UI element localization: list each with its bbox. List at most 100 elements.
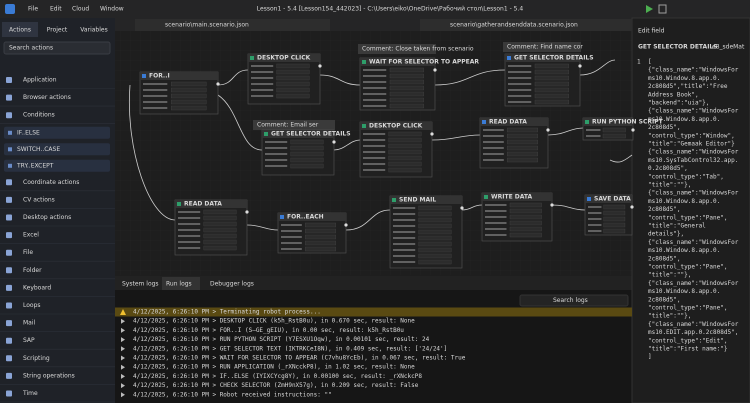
sidebar-tab[interactable]: Project xyxy=(47,27,68,34)
code-line: "backend":"uia"}, xyxy=(648,100,709,107)
node-field xyxy=(507,157,539,163)
item-icon xyxy=(6,112,12,119)
canvas-tab-label[interactable]: scenario\gatherandsenddata.scenario.json xyxy=(450,22,578,29)
node-field xyxy=(509,220,542,226)
sidebar-item[interactable]: Loops xyxy=(23,302,41,309)
sub-item-bg[interactable] xyxy=(4,126,110,139)
item-icon xyxy=(6,179,12,186)
sub-item[interactable]: SWITCH..CASE xyxy=(17,146,60,153)
node-port xyxy=(332,140,336,144)
node-header xyxy=(583,118,633,126)
sidebar-item[interactable]: Application xyxy=(23,77,57,84)
node-field xyxy=(507,151,539,157)
log-tab[interactable]: System logs xyxy=(122,281,159,288)
canvas-tab[interactable] xyxy=(135,19,330,31)
node-field xyxy=(388,149,422,155)
node-field xyxy=(418,229,452,235)
sidebar-item[interactable]: File xyxy=(23,249,33,256)
node-field xyxy=(170,81,207,87)
info-icon xyxy=(121,373,125,379)
sidebar-item[interactable]: Mail xyxy=(23,320,36,327)
sidebar-item[interactable]: SAP xyxy=(23,337,35,344)
sidebar-item[interactable]: Desktop actions xyxy=(23,214,71,221)
log-tab[interactable]: Debugger logs xyxy=(210,281,254,288)
code-line: "title":""}, xyxy=(648,313,691,320)
search-box[interactable] xyxy=(3,41,111,55)
log-line: 4/12/2025, 6:26:10 PM > Robot received i… xyxy=(133,391,332,398)
code-line: ] xyxy=(648,354,652,361)
sub-item-icon xyxy=(8,163,12,168)
node-field xyxy=(534,75,569,81)
comment-text: Comment: Email ser xyxy=(257,122,319,129)
node-field xyxy=(203,245,237,251)
node-header xyxy=(360,58,435,66)
menu-item[interactable]: Window xyxy=(100,6,124,13)
node-field xyxy=(290,145,324,151)
menu-item[interactable]: Edit xyxy=(50,6,62,13)
node-field xyxy=(305,240,337,246)
sidebar-item[interactable]: Excel xyxy=(23,232,39,239)
node-field xyxy=(507,139,539,145)
node-icon xyxy=(264,132,268,136)
node-field xyxy=(509,202,542,208)
sidebar-item[interactable]: Conditions xyxy=(23,112,55,119)
node-port xyxy=(344,223,348,227)
info-icon xyxy=(121,346,125,352)
node-port xyxy=(245,210,249,214)
node-field xyxy=(388,137,422,143)
item-icon xyxy=(6,77,12,83)
sidebar-item[interactable]: Folder xyxy=(23,267,42,274)
sub-item[interactable]: IF..ELSE xyxy=(17,129,40,136)
sidebar-item[interactable]: Coordinate actions xyxy=(23,179,79,186)
run-button[interactable] xyxy=(646,5,653,13)
code-line: "title":"Gemaak Editor"} xyxy=(648,141,735,148)
node-field xyxy=(418,259,452,265)
code-line: 0.2c808d5", xyxy=(648,165,688,172)
log-line: 4/12/2025, 6:26:10 PM > Terminating robo… xyxy=(133,309,321,316)
node-port xyxy=(578,64,582,68)
info-icon xyxy=(121,355,125,361)
menu-item[interactable]: File xyxy=(28,6,38,13)
canvas-tab-label[interactable]: scenario\main.scenario.json xyxy=(165,22,249,29)
node-title: DESKTOP CLICK xyxy=(369,123,423,130)
sub-item-bg[interactable] xyxy=(4,159,110,172)
node-field xyxy=(203,215,237,221)
node-field xyxy=(602,133,626,139)
code-line: ms10.SysTabControl32.app. xyxy=(648,157,738,164)
log-tab[interactable]: Run logs xyxy=(166,281,192,288)
code-line: {"class_name":"WindowsFor xyxy=(648,239,739,246)
sidebar-item[interactable]: Time xyxy=(22,390,38,397)
debug-button[interactable] xyxy=(658,4,667,14)
sidebar-item[interactable]: Scripting xyxy=(23,355,50,362)
node-field xyxy=(507,145,539,151)
comment xyxy=(358,44,436,54)
sidebar-tab[interactable]: Variables xyxy=(80,27,107,34)
node-field xyxy=(418,217,452,223)
node-title: GET SELECTOR DETAILS xyxy=(271,131,351,138)
node-header xyxy=(262,130,334,138)
canvas-tab[interactable] xyxy=(420,19,632,31)
node-icon xyxy=(587,197,591,201)
sidebar-item[interactable]: CV actions xyxy=(23,196,55,203)
warn-icon xyxy=(120,309,126,315)
sub-item[interactable]: TRY..EXCEPT xyxy=(16,162,54,169)
comment xyxy=(503,42,581,52)
sidebar-tab[interactable]: Actions xyxy=(9,27,31,34)
item-icon xyxy=(6,214,12,221)
sidebar-item[interactable]: Browser actions xyxy=(23,94,71,101)
sidebar-item[interactable]: Keyboard xyxy=(23,284,51,291)
sub-item-bg[interactable] xyxy=(4,143,110,156)
node-title: WRITE DATA xyxy=(491,194,533,201)
log-line: 4/12/2025, 6:26:10 PM > DESKTOP CLICK (k… xyxy=(133,318,415,325)
node-icon xyxy=(250,56,254,60)
sidebar-item[interactable]: String operations xyxy=(23,372,75,379)
node-field xyxy=(534,87,569,93)
node-icon xyxy=(142,74,146,78)
node-header xyxy=(480,118,548,126)
item-icon xyxy=(6,372,12,379)
node-field xyxy=(388,167,422,173)
menu-item[interactable]: Cloud xyxy=(72,6,89,13)
log-search[interactable] xyxy=(519,294,629,307)
node-field xyxy=(534,81,569,87)
info-icon xyxy=(121,327,125,333)
